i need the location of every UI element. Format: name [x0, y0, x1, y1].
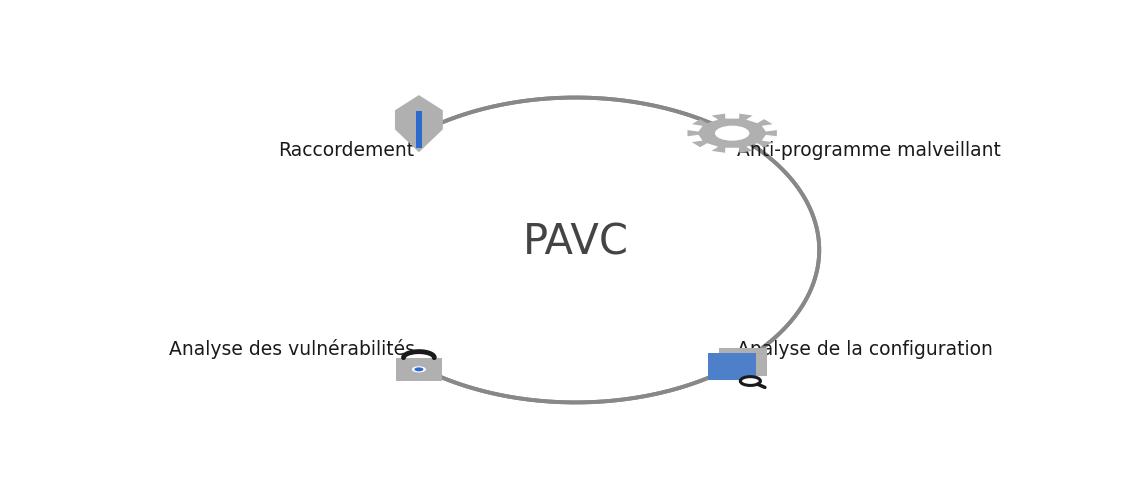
Circle shape	[715, 126, 749, 141]
Text: Anti-programme malveillant: Anti-programme malveillant	[737, 142, 1001, 160]
Polygon shape	[687, 114, 777, 153]
Text: Analyse de la configuration: Analyse de la configuration	[737, 340, 993, 358]
Circle shape	[740, 377, 760, 386]
Bar	[709, 353, 756, 381]
Text: Analyse des vulnérabilités: Analyse des vulnérabilités	[168, 339, 414, 359]
Text: PAVC: PAVC	[522, 221, 629, 263]
Bar	[396, 358, 441, 381]
Polygon shape	[395, 95, 442, 152]
Text: Raccordement: Raccordement	[279, 142, 414, 160]
Circle shape	[412, 366, 426, 372]
Circle shape	[414, 367, 423, 371]
Bar	[719, 348, 767, 376]
Bar	[416, 111, 422, 148]
